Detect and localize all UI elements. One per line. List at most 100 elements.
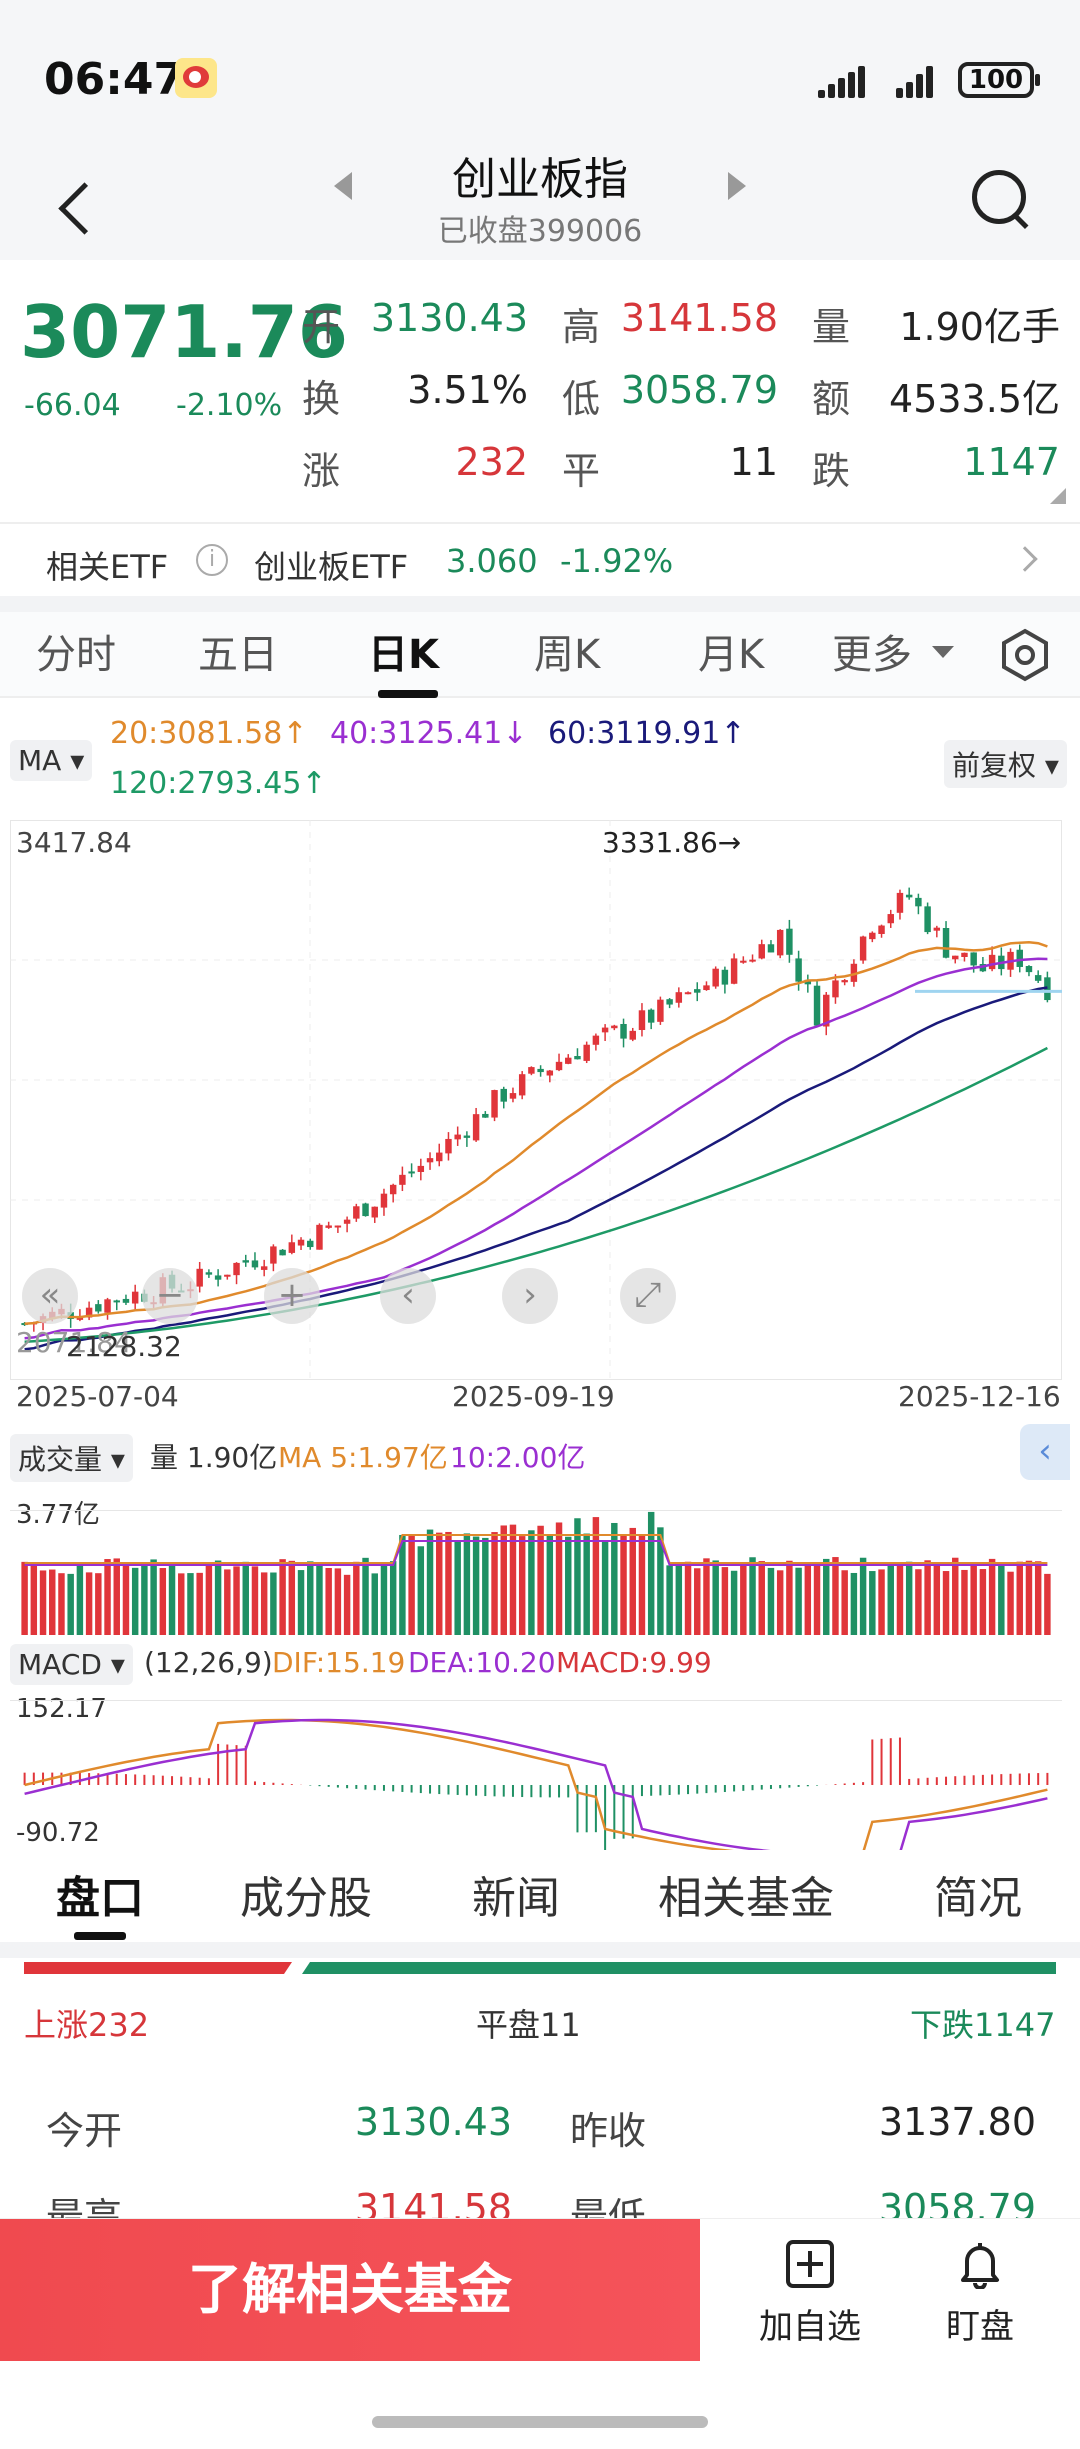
status-time: 06:47: [44, 54, 185, 105]
volume-ma5: MA 5:1.97亿: [278, 1441, 448, 1474]
volume-bar: [371, 1573, 378, 1635]
volume-bar: [58, 1573, 65, 1635]
volume-bar: [979, 1569, 987, 1635]
quote-value: 3130.43: [370, 296, 528, 340]
volume-bar: [362, 1557, 369, 1635]
candle: [629, 1030, 636, 1040]
next-index-icon[interactable]: [728, 172, 746, 200]
zoom-out-icon[interactable]: −: [142, 1268, 198, 1324]
watch-button[interactable]: 盯盘: [920, 2239, 1040, 2348]
scroll-left-icon[interactable]: «: [22, 1268, 78, 1324]
candle: [767, 944, 775, 953]
fullscreen-icon[interactable]: ⤢: [620, 1268, 676, 1324]
candle: [583, 1044, 590, 1061]
candle: [786, 928, 793, 955]
quote-label: 换: [302, 377, 341, 421]
etf-change: -1.92%: [560, 542, 674, 580]
volume-selector[interactable]: 成交量 ▾: [10, 1434, 133, 1482]
macd-selector-label: MACD: [18, 1648, 102, 1681]
related-etf-bar[interactable]: 相关ETF i 创业板ETF 3.060 -1.92%: [0, 522, 1080, 596]
candle: [887, 914, 894, 924]
date-label-end: 2025-12-16: [898, 1380, 1061, 1413]
expand-quote-icon[interactable]: [1050, 488, 1066, 504]
volume-bar: [555, 1522, 563, 1635]
tab-related-funds[interactable]: 相关基金: [658, 1873, 834, 1924]
candle: [970, 952, 977, 966]
move-right-icon[interactable]: ›: [502, 1268, 558, 1324]
candle: [528, 1067, 535, 1074]
volume-bar: [205, 1565, 213, 1635]
candle: [389, 1184, 397, 1195]
page-subtitle: 已收盘399006: [437, 214, 643, 249]
quote-value: 11: [729, 440, 778, 484]
volume-bar: [666, 1565, 673, 1635]
tab-news[interactable]: 新闻: [472, 1873, 560, 1924]
detail-label: 今开: [46, 2109, 123, 2153]
ma-selector[interactable]: MA ▾: [10, 740, 93, 781]
zoom-in-icon[interactable]: +: [264, 1268, 320, 1324]
candle: [601, 1027, 609, 1033]
candle: [399, 1174, 406, 1185]
tab-daily-k[interactable]: 日K: [368, 632, 439, 678]
battery-icon: 100: [958, 62, 1040, 98]
macd-selector[interactable]: MACD ▾: [10, 1644, 133, 1685]
volume-bar: [408, 1534, 415, 1635]
volume-bar: [353, 1561, 360, 1635]
candle: [961, 952, 968, 957]
tab-monthly-k[interactable]: 月K: [698, 632, 765, 678]
candle: [740, 960, 747, 963]
add-watchlist-button[interactable]: 加自选: [740, 2239, 880, 2348]
candle: [1025, 966, 1033, 973]
tab-profile[interactable]: 简况: [934, 1873, 1022, 1924]
candle: [730, 958, 738, 984]
volume-bar: [178, 1573, 185, 1635]
candle: [555, 1061, 563, 1071]
volume-bar: [546, 1534, 554, 1635]
volume-bar: [574, 1518, 581, 1635]
candle: [307, 1240, 314, 1248]
candle: [380, 1193, 388, 1208]
volume-bar: [76, 1564, 84, 1635]
info-icon[interactable]: i: [196, 544, 228, 576]
volume-bar: [905, 1561, 913, 1635]
volume-bar: [325, 1568, 332, 1635]
candle: [113, 1300, 120, 1303]
volume-bar: [1007, 1571, 1014, 1635]
volume-bar: [472, 1536, 480, 1635]
volume-bar: [224, 1569, 231, 1635]
tab-five-day[interactable]: 五日: [198, 632, 278, 678]
tab-timeshare[interactable]: 分时: [36, 632, 116, 678]
action-bar: 了解相关基金 加自选 盯盘: [0, 2218, 1080, 2361]
add-watchlist-label: 加自选: [759, 2307, 861, 2347]
learn-funds-button[interactable]: 了解相关基金: [0, 2219, 700, 2361]
settings-icon[interactable]: [998, 628, 1052, 682]
volume-bar: [1034, 1561, 1042, 1635]
quote-label: 低: [562, 377, 601, 421]
candle: [620, 1023, 627, 1039]
volume-bar: [730, 1570, 738, 1635]
candle: [850, 963, 858, 982]
move-left-icon[interactable]: ‹: [380, 1268, 436, 1324]
last-price: 3071.76: [20, 290, 348, 374]
candle: [408, 1171, 415, 1174]
volume-bar: [445, 1531, 452, 1635]
volume-ma5-line: [24, 1534, 1048, 1564]
volume-bar: [804, 1565, 812, 1635]
volume-selector-label: 成交量: [18, 1443, 103, 1476]
volume-bar: [823, 1558, 830, 1635]
ma40-line: [24, 957, 1048, 1340]
tab-constituents[interactable]: 成分股: [240, 1873, 372, 1924]
tab-weekly-k[interactable]: 周K: [534, 632, 601, 678]
candle: [353, 1206, 360, 1219]
adjust-selector[interactable]: 前复权 ▾: [944, 740, 1067, 788]
search-icon[interactable]: [968, 164, 1038, 234]
kline-high-label: 3417.84: [16, 826, 132, 859]
tab-order-book[interactable]: 盘口: [56, 1873, 144, 1924]
candle: [316, 1224, 323, 1250]
breadth-up-label: 上涨232: [24, 2006, 150, 2044]
collapse-panel-icon[interactable]: ‹: [1020, 1424, 1070, 1480]
price-change: -66.04: [24, 388, 121, 423]
prev-index-icon[interactable]: [334, 172, 352, 200]
tab-more[interactable]: 更多: [832, 632, 912, 678]
volume-bar: [21, 1561, 28, 1635]
